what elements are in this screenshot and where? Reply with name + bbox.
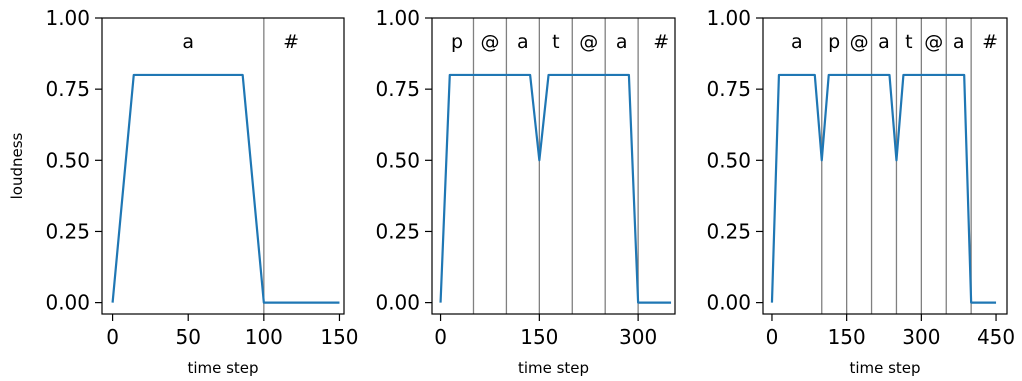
x-tick-label: 0 [106,325,119,349]
loudness-line [770,73,997,304]
x-tick-label: 150 [320,325,358,349]
y-tick-label: 1.00 [375,6,420,30]
x-tick-label: 0 [434,325,447,349]
x-tick-label: 300 [902,325,940,349]
x-axis-label: time step [518,359,589,377]
y-tick-label: 0.00 [45,291,90,315]
y-tick-label: 1.00 [706,6,751,30]
x-tick-label: 300 [619,325,657,349]
segment-label: @ [579,31,598,53]
y-tick-label: 0.00 [375,291,420,315]
segment-label: @ [924,31,943,53]
y-tick-label: 0.75 [375,77,420,101]
x-tick-label: 100 [245,325,283,349]
segment-label: a [953,31,965,53]
x-axis-label: time step [187,359,258,377]
y-tick-label: 0.50 [375,148,420,172]
loudness-line [111,73,340,304]
y-tick-label: 0.75 [45,77,90,101]
loudness-line [439,73,672,304]
segment-label: t [552,31,559,53]
segment-label: @ [850,31,869,53]
y-tick-label: 0.50 [706,148,751,172]
segment-label: t [905,31,912,53]
x-tick-label: 0 [766,325,779,349]
x-tick-label: 150 [520,325,558,349]
plot-frame [101,17,345,315]
segment-label: a [791,31,803,53]
segment-label: # [653,31,669,53]
segment-label: # [283,31,299,53]
y-tick-label: 0.25 [706,219,751,243]
plot-frame [762,17,1008,315]
x-tick-label: 150 [828,325,866,349]
panel-1: 0.00 0.25 0.50 0.75 1.00 0 50 100 150 a # time step… [8,6,359,377]
y-tick-label: 1.00 [45,6,90,30]
segment-label: p [451,31,463,53]
segment-label: @ [480,31,499,53]
y-tick-label: 0.25 [375,219,420,243]
segment-label: a [517,31,529,53]
y-tick-label: 0.75 [706,77,751,101]
y-tick-label: 0.25 [45,219,90,243]
y-tick-label: 0.00 [706,291,751,315]
segment-label: p [828,31,840,53]
y-tick-label: 0.50 [45,148,90,172]
y-axis-label: loudness [8,132,26,199]
panel-2: 0.00 0.25 0.50 0.75 1.00 0 150 300 p @ a t @ a # time s… [375,6,676,377]
x-tick-label: 450 [977,325,1015,349]
plot-frame [431,17,676,315]
segment-label: # [982,31,998,53]
segment-label: a [182,31,194,53]
segment-label: a [616,31,628,53]
segment-label: a [878,31,890,53]
x-tick-label: 50 [175,325,200,349]
x-axis-label: time step [849,359,920,377]
